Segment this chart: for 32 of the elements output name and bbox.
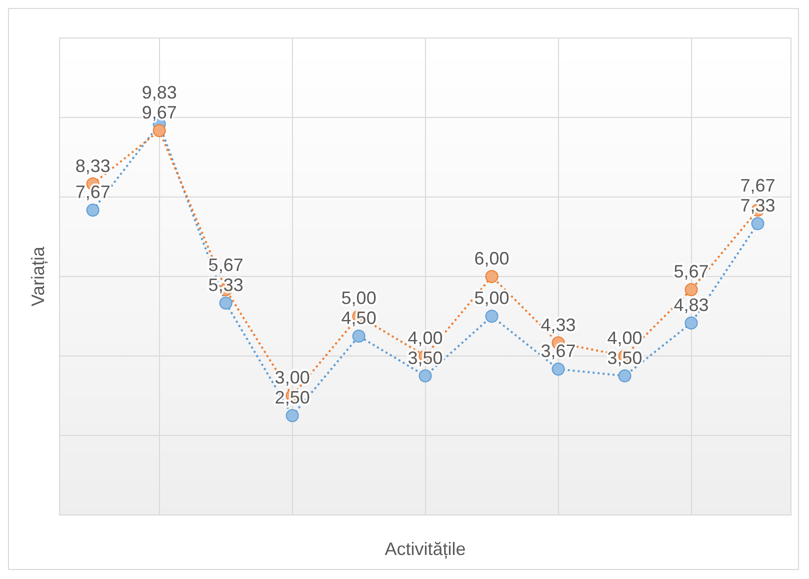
point: [485, 270, 498, 283]
data-label: 7,33: [740, 196, 776, 216]
point: [352, 330, 366, 343]
point: [418, 369, 432, 382]
data-label: 9,83: [142, 82, 177, 103]
point: [152, 124, 166, 138]
point: [552, 362, 565, 376]
x-axis-title: Activitățile: [384, 539, 466, 560]
data-label: 7,67: [75, 182, 110, 202]
point: [219, 296, 232, 310]
point: [684, 316, 698, 330]
data-label: 4,33: [540, 314, 576, 335]
data-label: 4,83: [674, 294, 709, 315]
data-label: 3,00: [274, 368, 310, 388]
point: [86, 204, 100, 217]
data-label: 3,67: [540, 341, 576, 362]
data-label: 4,00: [607, 328, 642, 348]
data-label: 4,00: [408, 328, 443, 348]
point: [751, 217, 764, 230]
data-label: 5,67: [674, 262, 709, 282]
point: [684, 283, 698, 296]
point: [286, 409, 299, 422]
point: [618, 369, 632, 382]
data-label: 8,33: [75, 156, 110, 176]
data-label: 5,67: [208, 255, 244, 276]
data-label: 6,00: [474, 248, 510, 268]
data-label: 9,67: [142, 102, 177, 123]
point: [485, 310, 498, 323]
data-label: 5,00: [474, 288, 510, 308]
data-label: 5,00: [341, 288, 376, 308]
data-label: 7,67: [740, 176, 776, 196]
y-axis-title: Variația: [28, 246, 48, 306]
